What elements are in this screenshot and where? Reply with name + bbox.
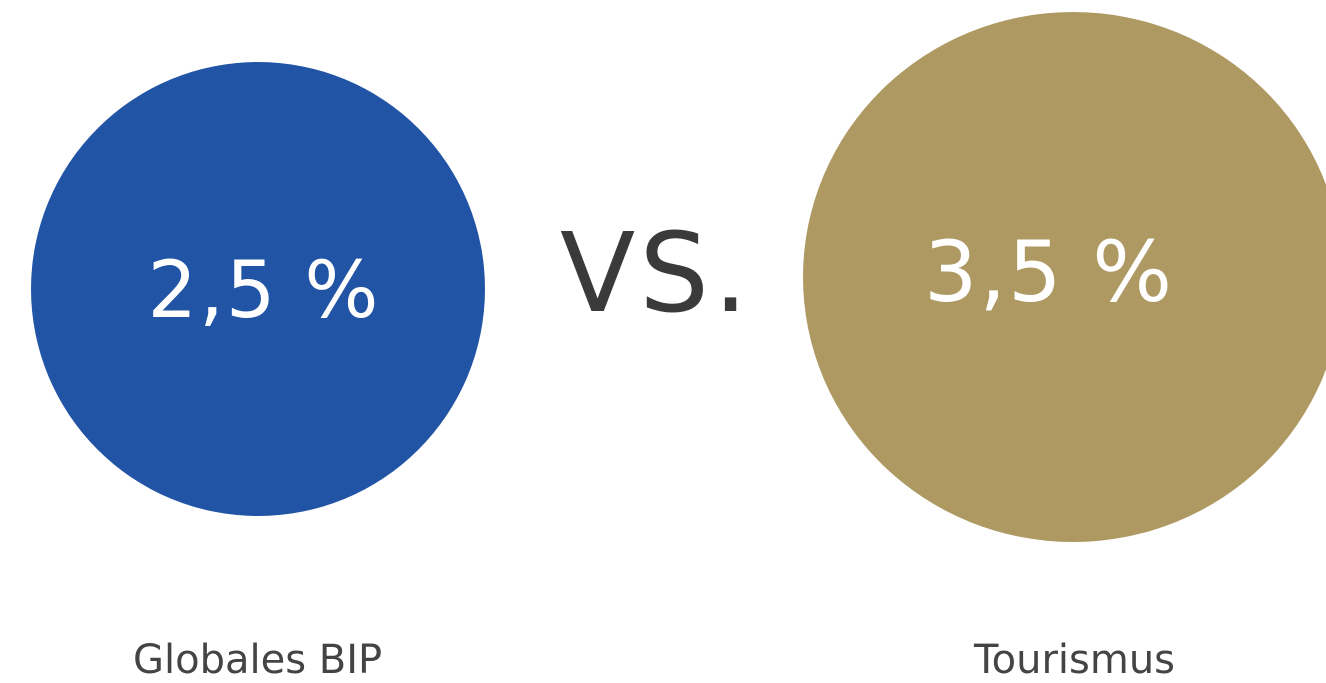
global-gdp-circle: 2,5 %: [31, 62, 485, 516]
tourism-caption: Tourismus: [974, 637, 1176, 683]
tourism-circle: 3,5 %: [803, 12, 1326, 542]
tourism-value: 3,5 %: [923, 223, 1175, 321]
global-gdp-caption: Globales BIP: [133, 637, 383, 683]
versus-label: VS.: [560, 209, 753, 337]
global-gdp-value: 2,5 %: [147, 246, 381, 336]
